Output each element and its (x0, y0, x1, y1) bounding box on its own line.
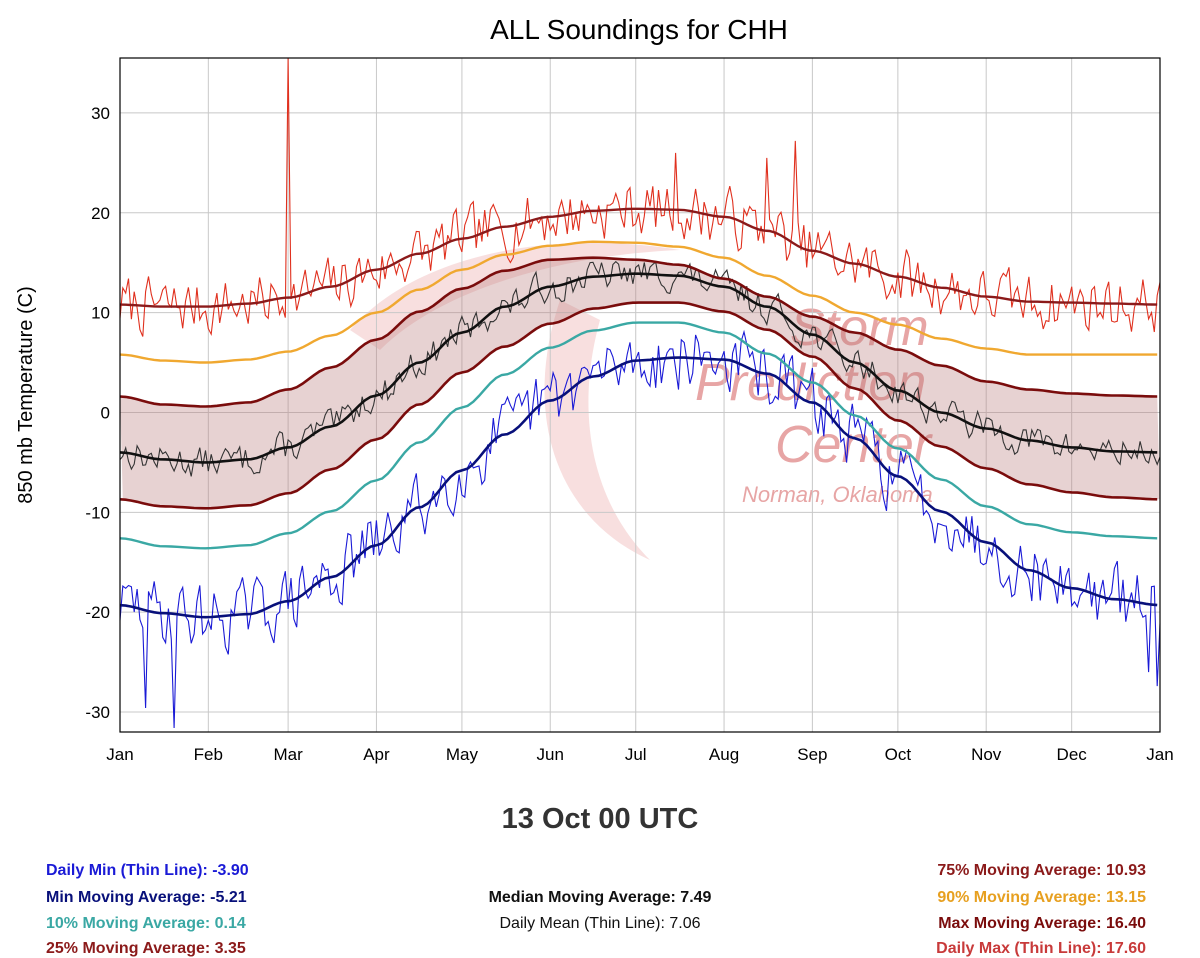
chart-title: ALL Soundings for CHH (490, 14, 788, 45)
timestamp: 13 Oct 00 UTC (501, 803, 699, 835)
x-tick-label: Jan (106, 745, 133, 764)
y-tick-label: 0 (101, 403, 110, 422)
plot-frame (119, 57, 1161, 733)
x-tick-label: Jan (1146, 745, 1173, 764)
y-tick-label: -20 (85, 603, 110, 622)
y-axis-label: 850 mb Temperature (C) (15, 286, 37, 504)
y-tick-label: 30 (91, 104, 110, 123)
stat-median-avg: Median Moving Average: 7.49 (488, 889, 712, 906)
watermark-swoosh-bottom (544, 300, 650, 560)
stat-p75-avg: 75% Moving Average: 10.93 (937, 862, 1146, 879)
stat-p25-avg: 25% Moving Average: 3.35 (46, 940, 246, 957)
stat-p90-avg: 90% Moving Average: 13.15 (937, 889, 1146, 906)
y-tick-label: 20 (91, 204, 110, 223)
y-tick-labels: 30 20 10 0 -10 -20 -30 (85, 104, 110, 722)
watermark-line: Storm (790, 299, 929, 357)
series-layer (119, 57, 1161, 729)
series-p10-avg (119, 321, 1158, 550)
series-p25-avg (119, 301, 1158, 510)
stat-p10-avg: 10% Moving Average: 0.14 (46, 915, 246, 932)
x-tick-label: Apr (363, 745, 390, 764)
series-p75-avg (119, 256, 1158, 408)
y-tick-label: -10 (85, 503, 110, 522)
y-tick-label: 10 (91, 304, 110, 323)
x-tick-label: Aug (709, 745, 739, 764)
x-tick-label: Jun (537, 745, 564, 764)
x-tick-label: Nov (971, 745, 1002, 764)
x-tick-label: Mar (273, 745, 303, 764)
stat-daily-mean: Daily Mean (Thin Line): 7.06 (499, 915, 701, 932)
x-tick-label: Oct (885, 745, 912, 764)
band-area (120, 257, 1160, 509)
y-tick-label: -30 (85, 703, 110, 722)
series-daily-max (119, 57, 1161, 337)
series-daily-mean (119, 260, 1161, 477)
watermark-sub: Norman, Oklahoma (742, 482, 933, 507)
series-max-avg (119, 207, 1158, 308)
watermark-swoosh-top (350, 242, 680, 350)
series-min-avg (119, 356, 1158, 619)
x-tick-label: May (446, 745, 479, 764)
series-p90-avg (119, 240, 1158, 364)
x-tick-label: Dec (1057, 745, 1088, 764)
x-tick-label: Sep (797, 745, 827, 764)
stat-daily-max: Daily Max (Thin Line): 17.60 (936, 940, 1146, 957)
series-median-avg (119, 272, 1158, 464)
stat-daily-min: Daily Min (Thin Line): -3.90 (46, 862, 249, 879)
stat-min-avg: Min Moving Average: -5.21 (46, 889, 247, 906)
p25-p75-band (120, 257, 1160, 509)
stat-max-avg: Max Moving Average: 16.40 (938, 915, 1146, 932)
x-tick-label: Feb (194, 745, 223, 764)
x-tick-labels: Jan Feb Mar Apr May Jun Jul Aug Sep Oct Nov Dec Jan (106, 745, 1173, 764)
x-tick-label: Jul (625, 745, 647, 764)
series-daily-min (119, 329, 1161, 729)
